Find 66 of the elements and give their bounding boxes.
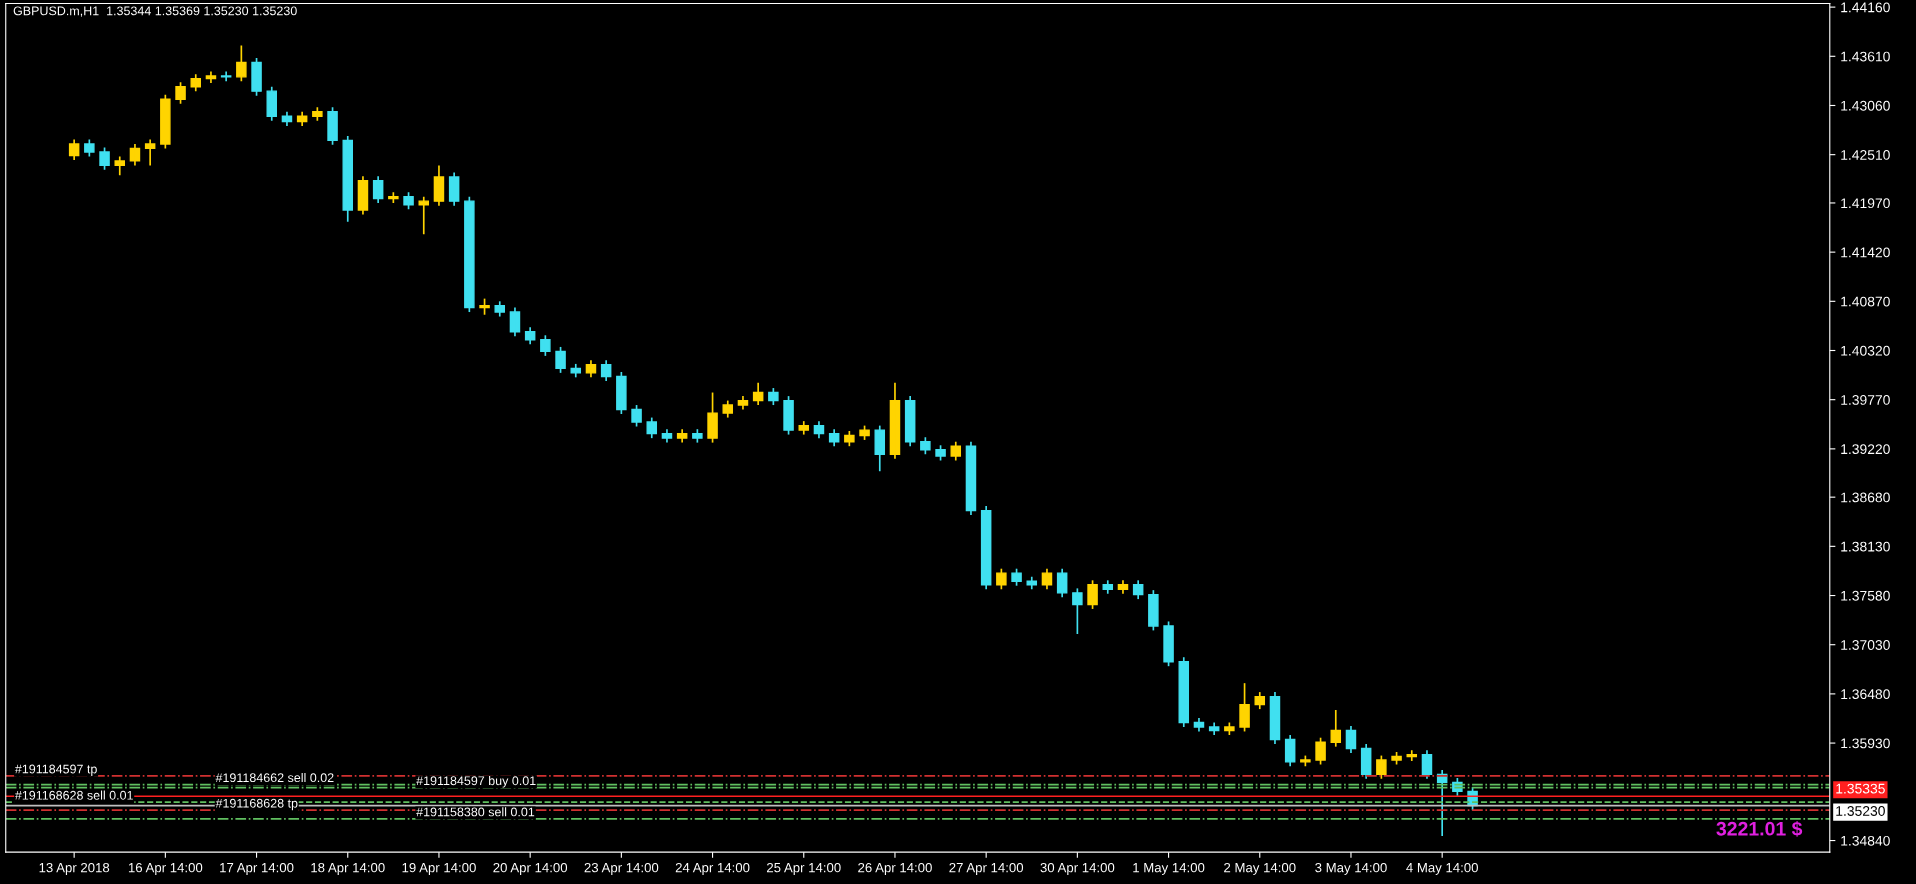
candlestick: [236, 44, 247, 83]
x-tick-label: 1 May 14:00: [1133, 862, 1205, 875]
ref-line-label: #191184662 sell 0.02: [215, 772, 334, 783]
candlestick: [251, 57, 262, 97]
y-tick-label: 1.36480: [1841, 689, 1890, 700]
ref-line-label: #191184597 buy 0.01: [416, 775, 536, 788]
candlestick: [1072, 587, 1083, 635]
x-tick-label: 17 Apr 14:00: [220, 862, 294, 875]
x-tick-label: 23 Apr 14:00: [584, 862, 659, 875]
ref-line-label: #191184597 tp: [14, 764, 97, 776]
candlestick: [1376, 754, 1387, 780]
y-tick-label: 1.43060: [1841, 100, 1890, 111]
candlestick: [783, 395, 794, 436]
candlestick: [1163, 620, 1174, 668]
candlestick: [616, 371, 627, 415]
y-tick-label: 1.39220: [1841, 444, 1890, 455]
candlestick: [631, 404, 642, 428]
candlestick: [540, 334, 551, 357]
x-tick-label: 30 Apr 14:00: [1040, 862, 1115, 875]
x-tick-label: 19 Apr 14:00: [402, 862, 476, 875]
y-tick-label: 1.40870: [1841, 296, 1890, 307]
y-tick-label: 1.41970: [1841, 198, 1890, 209]
candlestick: [1148, 589, 1159, 632]
candlestick: [220, 70, 232, 83]
candlestick: [996, 567, 1007, 591]
y-tick-label: 1.40320: [1841, 345, 1890, 356]
x-tick-label: 24 Apr 14:00: [675, 862, 750, 875]
x-tick-label: 16 Apr 14:00: [128, 862, 203, 875]
x-tick-label: 26 Apr 14:00: [858, 862, 932, 875]
candlestick: [707, 391, 718, 444]
x-tick-label: 2 May 14:00: [1224, 862, 1296, 875]
candlestick: [555, 346, 566, 374]
candlestick: [160, 93, 171, 150]
candlestick: [99, 146, 110, 171]
y-tick-label: 1.44160: [1841, 2, 1890, 13]
y-tick-label: 1.37030: [1841, 640, 1890, 650]
candlestick: [1315, 736, 1326, 766]
x-tick-label: 13 Apr 2018: [39, 862, 110, 875]
candlestick: [175, 81, 186, 105]
ref-line-label: #191168628 tp: [215, 798, 298, 811]
x-tick-label: 18 Apr 14:00: [311, 862, 385, 875]
x-tick-label: 27 Apr 14:00: [949, 862, 1024, 875]
y-tick-label: 1.37580: [1841, 590, 1890, 601]
candlestick: [464, 195, 475, 313]
candlestick: [1239, 682, 1250, 733]
x-tick-label: 25 Apr 14:00: [767, 862, 841, 875]
ref-line-label: 1.35335: [1836, 783, 1885, 794]
y-tick-label: 1.42510: [1841, 150, 1890, 160]
y-tick-label: 1.39770: [1841, 395, 1890, 405]
y-tick-label: 1.35930: [1841, 738, 1890, 749]
ref-line-label: 1.35230: [1836, 806, 1885, 816]
ref-line-label: #191168628 sell 0.01: [14, 790, 133, 800]
candlestick: [327, 106, 338, 146]
y-tick-label: 1.43610: [1841, 51, 1890, 62]
y-tick-label: 1.41420: [1841, 247, 1890, 258]
y-tick-label: 1.34840: [1841, 835, 1890, 846]
y-tick-label: 1.38130: [1841, 541, 1890, 552]
chart-title: GBPUSD.m,H1 1.35344 1.35369 1.35230 1.35230: [13, 6, 297, 17]
y-tick-label: 1.38680: [1841, 492, 1890, 503]
x-tick-label: 4 May 14:00: [1406, 862, 1478, 875]
annotation: 3221.01 $: [1716, 820, 1803, 837]
candlestick: [114, 155, 126, 177]
x-tick-label: 3 May 14:00: [1315, 862, 1387, 875]
ref-line-label: #191158380 sell 0.01: [416, 807, 535, 817]
candlestick: [1087, 579, 1098, 610]
x-tick-label: 20 Apr 14:00: [493, 862, 568, 875]
